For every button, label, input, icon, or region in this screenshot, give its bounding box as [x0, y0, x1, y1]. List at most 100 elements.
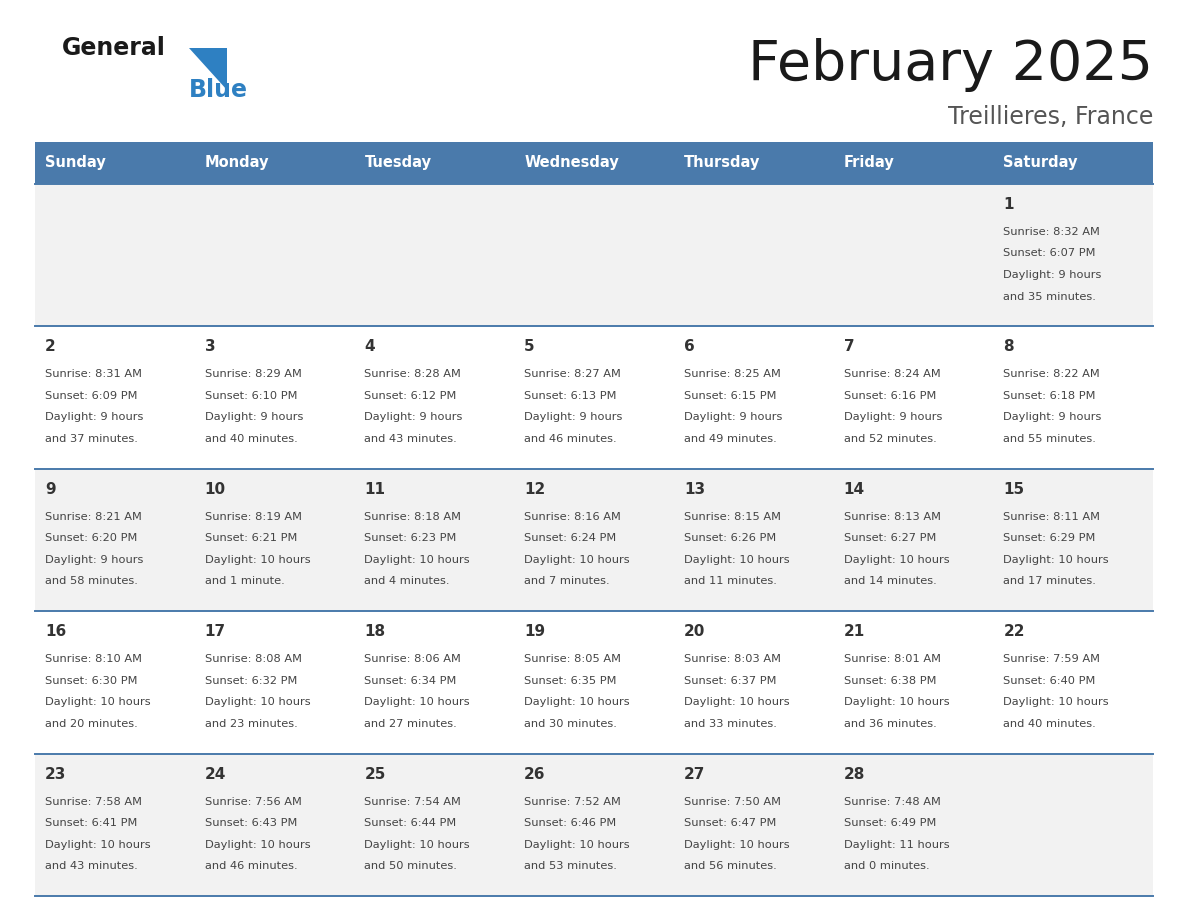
Text: and 14 minutes.: and 14 minutes. [843, 577, 936, 587]
Text: 6: 6 [684, 340, 695, 354]
Text: 21: 21 [843, 624, 865, 639]
Text: 27: 27 [684, 767, 706, 781]
Text: Sunrise: 8:08 AM: Sunrise: 8:08 AM [204, 655, 302, 665]
Text: 3: 3 [204, 340, 215, 354]
Text: and 52 minutes.: and 52 minutes. [843, 434, 936, 444]
Text: Sunset: 6:32 PM: Sunset: 6:32 PM [204, 676, 297, 686]
Text: Sunset: 6:23 PM: Sunset: 6:23 PM [365, 533, 457, 543]
Bar [834, 142, 993, 184]
Text: Sunset: 6:13 PM: Sunset: 6:13 PM [524, 391, 617, 401]
Bar [34, 469, 1154, 611]
Text: 25: 25 [365, 767, 386, 781]
Text: Sunrise: 8:10 AM: Sunrise: 8:10 AM [45, 655, 143, 665]
Text: Sunset: 6:20 PM: Sunset: 6:20 PM [45, 533, 138, 543]
Text: Daylight: 10 hours: Daylight: 10 hours [204, 697, 310, 707]
Text: Daylight: 10 hours: Daylight: 10 hours [365, 554, 470, 565]
Text: Sunrise: 7:59 AM: Sunrise: 7:59 AM [1004, 655, 1100, 665]
Text: Sunset: 6:34 PM: Sunset: 6:34 PM [365, 676, 457, 686]
Text: and 40 minutes.: and 40 minutes. [1004, 719, 1097, 729]
Text: Daylight: 9 hours: Daylight: 9 hours [1004, 270, 1101, 280]
Text: Sunset: 6:37 PM: Sunset: 6:37 PM [684, 676, 776, 686]
Text: Daylight: 11 hours: Daylight: 11 hours [843, 840, 949, 849]
Text: and 58 minutes.: and 58 minutes. [45, 577, 138, 587]
Text: and 1 minute.: and 1 minute. [204, 577, 284, 587]
Bar [195, 142, 354, 184]
Bar [354, 142, 514, 184]
Text: Saturday: Saturday [1004, 155, 1078, 171]
Text: Sunset: 6:47 PM: Sunset: 6:47 PM [684, 818, 776, 828]
Text: Sunrise: 8:05 AM: Sunrise: 8:05 AM [524, 655, 621, 665]
Text: Sunrise: 8:28 AM: Sunrise: 8:28 AM [365, 369, 461, 379]
Text: Daylight: 9 hours: Daylight: 9 hours [843, 412, 942, 422]
Text: Sunset: 6:21 PM: Sunset: 6:21 PM [204, 533, 297, 543]
Text: Daylight: 10 hours: Daylight: 10 hours [684, 840, 790, 849]
Text: Sunrise: 8:15 AM: Sunrise: 8:15 AM [684, 512, 781, 521]
Bar [34, 184, 1154, 327]
Text: Sunrise: 8:18 AM: Sunrise: 8:18 AM [365, 512, 461, 521]
Text: Sunset: 6:30 PM: Sunset: 6:30 PM [45, 676, 138, 686]
Text: February 2025: February 2025 [748, 38, 1154, 92]
Text: Sunrise: 8:03 AM: Sunrise: 8:03 AM [684, 655, 781, 665]
Text: 9: 9 [45, 482, 56, 497]
Text: Sunset: 6:10 PM: Sunset: 6:10 PM [204, 391, 297, 401]
Text: Sunrise: 8:13 AM: Sunrise: 8:13 AM [843, 512, 941, 521]
Text: Sunrise: 7:54 AM: Sunrise: 7:54 AM [365, 797, 461, 807]
Text: and 37 minutes.: and 37 minutes. [45, 434, 138, 444]
Text: Sunset: 6:12 PM: Sunset: 6:12 PM [365, 391, 457, 401]
Text: and 35 minutes.: and 35 minutes. [1004, 292, 1097, 301]
Text: 28: 28 [843, 767, 865, 781]
Text: 8: 8 [1004, 340, 1013, 354]
Text: Sunrise: 7:52 AM: Sunrise: 7:52 AM [524, 797, 621, 807]
Text: and 20 minutes.: and 20 minutes. [45, 719, 138, 729]
Text: 4: 4 [365, 340, 375, 354]
Text: Daylight: 10 hours: Daylight: 10 hours [45, 840, 151, 849]
Text: and 36 minutes.: and 36 minutes. [843, 719, 936, 729]
Text: and 56 minutes.: and 56 minutes. [684, 861, 777, 871]
Text: Friday: Friday [843, 155, 895, 171]
Text: Sunrise: 8:24 AM: Sunrise: 8:24 AM [843, 369, 941, 379]
Text: Sunrise: 8:32 AM: Sunrise: 8:32 AM [1004, 227, 1100, 237]
Text: and 33 minutes.: and 33 minutes. [684, 719, 777, 729]
Text: 26: 26 [524, 767, 545, 781]
Text: Sunset: 6:35 PM: Sunset: 6:35 PM [524, 676, 617, 686]
Bar [34, 327, 1154, 469]
Text: Daylight: 10 hours: Daylight: 10 hours [1004, 697, 1108, 707]
Text: Sunrise: 7:50 AM: Sunrise: 7:50 AM [684, 797, 781, 807]
Text: Sunrise: 8:29 AM: Sunrise: 8:29 AM [204, 369, 302, 379]
Text: Sunday: Sunday [45, 155, 106, 171]
Text: Sunset: 6:46 PM: Sunset: 6:46 PM [524, 818, 617, 828]
Text: Sunset: 6:15 PM: Sunset: 6:15 PM [684, 391, 776, 401]
Text: Daylight: 9 hours: Daylight: 9 hours [684, 412, 782, 422]
Text: Sunset: 6:29 PM: Sunset: 6:29 PM [1004, 533, 1095, 543]
Text: Sunset: 6:43 PM: Sunset: 6:43 PM [204, 818, 297, 828]
Text: Daylight: 9 hours: Daylight: 9 hours [204, 412, 303, 422]
Text: Daylight: 10 hours: Daylight: 10 hours [524, 840, 630, 849]
Text: and 46 minutes.: and 46 minutes. [204, 861, 297, 871]
Text: and 30 minutes.: and 30 minutes. [524, 719, 617, 729]
Text: Daylight: 9 hours: Daylight: 9 hours [524, 412, 623, 422]
Text: Sunrise: 8:31 AM: Sunrise: 8:31 AM [45, 369, 143, 379]
Text: Daylight: 10 hours: Daylight: 10 hours [1004, 554, 1108, 565]
Text: and 23 minutes.: and 23 minutes. [204, 719, 297, 729]
Text: and 53 minutes.: and 53 minutes. [524, 861, 617, 871]
Text: Daylight: 10 hours: Daylight: 10 hours [204, 840, 310, 849]
Text: Daylight: 10 hours: Daylight: 10 hours [843, 697, 949, 707]
Text: Daylight: 9 hours: Daylight: 9 hours [45, 554, 144, 565]
Text: and 4 minutes.: and 4 minutes. [365, 577, 450, 587]
Text: 13: 13 [684, 482, 704, 497]
Text: Daylight: 9 hours: Daylight: 9 hours [365, 412, 463, 422]
Polygon shape [189, 48, 227, 90]
Text: and 11 minutes.: and 11 minutes. [684, 577, 777, 587]
Text: Sunrise: 8:25 AM: Sunrise: 8:25 AM [684, 369, 781, 379]
Text: 24: 24 [204, 767, 226, 781]
Text: 1: 1 [1004, 197, 1013, 212]
Text: Sunrise: 8:21 AM: Sunrise: 8:21 AM [45, 512, 141, 521]
Text: Daylight: 10 hours: Daylight: 10 hours [843, 554, 949, 565]
Text: Sunset: 6:44 PM: Sunset: 6:44 PM [365, 818, 456, 828]
Text: Sunset: 6:27 PM: Sunset: 6:27 PM [843, 533, 936, 543]
Text: 23: 23 [45, 767, 67, 781]
Text: and 46 minutes.: and 46 minutes. [524, 434, 617, 444]
Text: 7: 7 [843, 340, 854, 354]
Text: Sunrise: 7:58 AM: Sunrise: 7:58 AM [45, 797, 143, 807]
Text: and 17 minutes.: and 17 minutes. [1004, 577, 1097, 587]
